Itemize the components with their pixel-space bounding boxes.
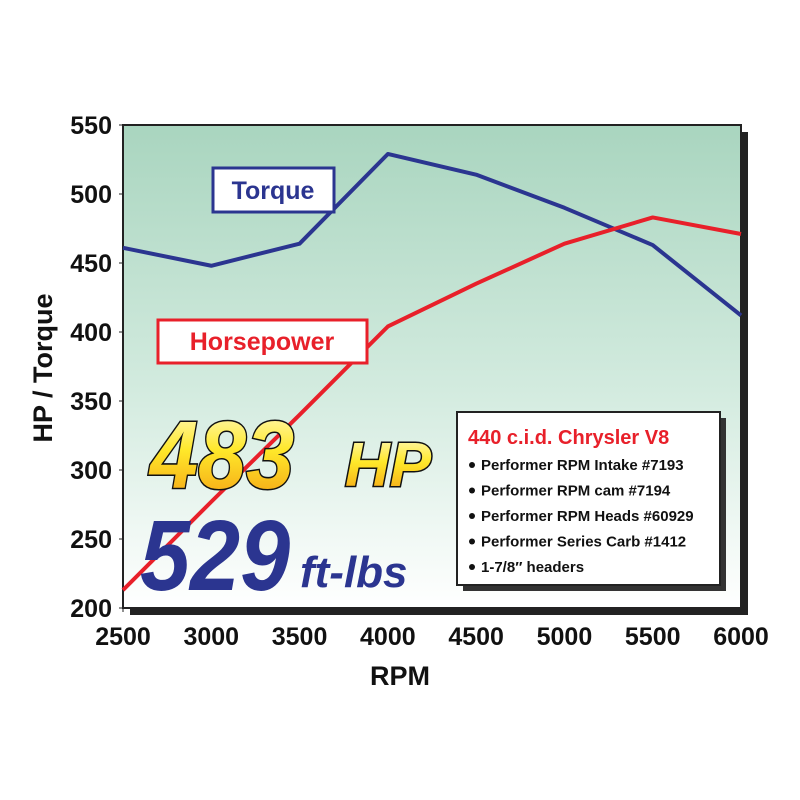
spec-title: 440 c.i.d. Chrysler V8: [468, 427, 669, 449]
x-tick-label: 5000: [537, 623, 593, 651]
legend-box: [156, 318, 369, 365]
legend-box: [211, 166, 336, 214]
x-tick-label: 4000: [360, 623, 416, 651]
spec-box: [456, 411, 721, 586]
bullet: [469, 564, 475, 570]
y-axis-label: HP / Torque: [28, 293, 58, 442]
bullet: [469, 487, 475, 494]
y-tick-label: 500: [70, 181, 112, 209]
peak-torque: 529: [140, 501, 290, 612]
bullet: [469, 538, 475, 545]
y-tick-label: 550: [70, 112, 112, 140]
spec-item: Performer RPM Intake #7193: [481, 457, 684, 474]
x-tick-label: 4500: [448, 623, 504, 651]
x-axis-label: RPM: [370, 661, 430, 691]
series-line: [122, 151, 743, 318]
y-tick-label: 300: [70, 457, 112, 485]
y-tick-label: 400: [70, 319, 112, 347]
y-tick-label: 350: [70, 388, 112, 416]
x-tick-label: 5500: [625, 623, 681, 651]
peak-hp: 483: [148, 402, 294, 509]
bullet: [469, 462, 475, 468]
legend-label: Horsepower: [190, 328, 335, 356]
torque-unit: ft-lbs: [300, 548, 408, 597]
bullet: [469, 513, 475, 519]
hp-unit: HP: [345, 431, 432, 500]
spec-item: Performer Series Carb #1412: [481, 534, 686, 551]
x-tick-label: 2500: [95, 623, 151, 651]
spec-item: 1-7/8″ headers: [481, 559, 584, 576]
spec-item: Performer RPM Heads #60929: [481, 508, 694, 525]
y-tick-label: 250: [70, 526, 112, 554]
spec-item: Performer RPM cam #7194: [481, 483, 671, 500]
legend-label: Torque: [232, 177, 315, 205]
y-tick-label: 200: [70, 595, 112, 623]
x-tick-label: 3000: [183, 623, 239, 651]
series-line: [121, 215, 742, 592]
x-tick-label: 3500: [272, 623, 328, 651]
x-tick-label: 6000: [713, 623, 769, 651]
y-tick-label: 450: [70, 250, 112, 278]
